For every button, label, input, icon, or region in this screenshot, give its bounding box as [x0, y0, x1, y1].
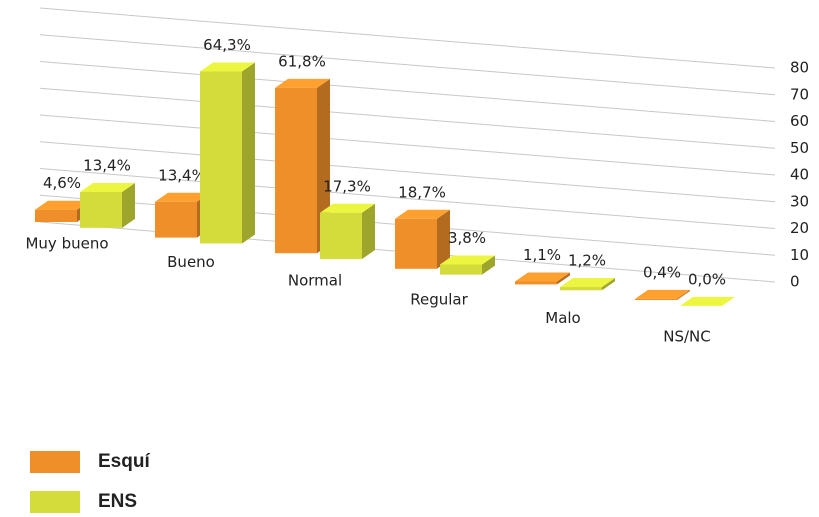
bar-top: [275, 78, 330, 88]
legend-label: Esquí: [98, 451, 150, 472]
bar-side: [557, 272, 570, 285]
y-tick-label: 70: [790, 85, 809, 103]
legend-label: ENS: [98, 491, 137, 512]
grid-line: [39, 61, 776, 122]
y-tick-label: 40: [790, 166, 809, 184]
bar: [440, 255, 495, 275]
y-tick-label: 10: [790, 246, 809, 264]
legend-swatch: [30, 451, 80, 473]
bar-top: [440, 255, 495, 265]
bar-top: [320, 203, 375, 213]
x-tick-label: Malo: [545, 309, 580, 327]
bar: [560, 278, 615, 291]
bar-side: [242, 62, 255, 244]
value-label: 1,2%: [568, 252, 606, 270]
bar-front: [560, 287, 602, 291]
bar-top: [635, 289, 690, 299]
y-tick-label: 30: [790, 192, 809, 210]
y-tick-label: 0: [790, 273, 800, 291]
value-label: 4,6%: [43, 174, 81, 192]
bar-side: [122, 183, 135, 228]
value-label: 0,0%: [688, 270, 726, 288]
value-label: 61,8%: [278, 52, 326, 70]
bar: [680, 296, 735, 306]
bar-front: [635, 298, 677, 300]
bar: [275, 78, 330, 254]
bar-top: [395, 209, 450, 219]
x-tick-label: Regular: [410, 290, 468, 308]
legend-swatch: [30, 491, 80, 513]
bar: [515, 272, 570, 285]
bar-side: [602, 278, 615, 291]
bar-top: [80, 183, 135, 193]
value-label: 17,3%: [323, 177, 371, 195]
bar-front: [35, 209, 77, 222]
x-tick-label: Muy bueno: [25, 235, 108, 253]
value-label: 0,4%: [643, 263, 681, 281]
x-tick-label: Normal: [288, 272, 342, 290]
grid-line: [39, 114, 776, 176]
y-tick-label: 80: [790, 59, 809, 77]
bar: [200, 62, 255, 244]
bar-top: [680, 296, 735, 306]
y-tick-label: 20: [790, 219, 809, 237]
bar: [635, 289, 690, 300]
bar-side: [482, 255, 495, 275]
bar-front: [80, 192, 122, 228]
x-tick-label: NS/NC: [663, 328, 711, 346]
y-tick-label: 50: [790, 139, 809, 157]
bar-front: [395, 218, 437, 269]
bar-front: [200, 71, 242, 244]
bar-top: [155, 192, 210, 202]
bar-front: [320, 212, 362, 260]
bar-side: [437, 209, 450, 269]
x-tick-label: Bueno: [167, 253, 215, 271]
grid-line: [39, 34, 776, 96]
bar-top: [560, 278, 615, 288]
grid-line: [39, 7, 776, 69]
bar-front: [440, 264, 482, 275]
grid-line: [39, 168, 776, 229]
bar-front: [155, 201, 197, 238]
bar-front: [275, 87, 317, 254]
grid-line: [39, 141, 776, 203]
bar-side: [677, 289, 690, 300]
bar: [395, 209, 450, 269]
value-label: 13,4%: [83, 157, 131, 175]
value-label: 13,4%: [158, 166, 206, 184]
value-label: 1,1%: [523, 246, 561, 264]
value-label: 64,3%: [203, 36, 251, 54]
bar: [80, 183, 135, 228]
bar-side: [362, 203, 375, 260]
bar-top: [35, 200, 90, 210]
bar-top: [200, 62, 255, 72]
value-label: 3,8%: [448, 229, 486, 247]
y-tick-label: 60: [790, 112, 809, 130]
grid-line: [39, 87, 776, 149]
bar-front: [515, 281, 557, 285]
bar-top: [515, 272, 570, 282]
bar: [320, 203, 375, 260]
value-label: 18,7%: [398, 183, 446, 201]
